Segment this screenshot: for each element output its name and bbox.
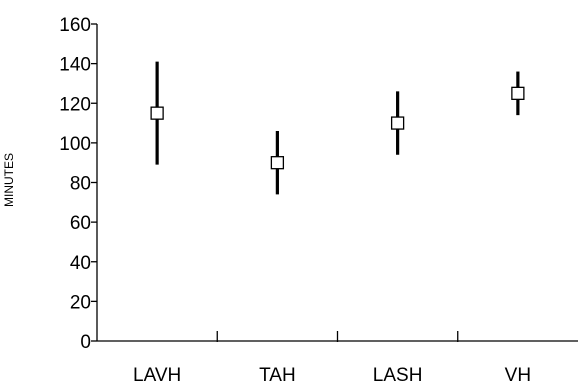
data-point (150, 106, 164, 120)
y-tick-label: 60 (70, 213, 91, 234)
y-tick-label: 160 (59, 15, 91, 36)
data-point (511, 86, 525, 100)
y-tick-label: 140 (59, 55, 91, 76)
y-tick-label: 0 (80, 332, 91, 353)
y-tick-label: 20 (70, 292, 91, 313)
x-tick-label: LAVH (133, 365, 181, 385)
y-axis-label: MINUTES (2, 153, 16, 207)
x-tick-label: TAH (259, 365, 296, 385)
data-point (270, 156, 285, 170)
data-marks (150, 61, 525, 195)
y-tick-label: 120 (59, 94, 91, 115)
x-tick-label: VH (505, 365, 531, 385)
y-tick-label: 100 (59, 134, 91, 155)
y-tick-label: 40 (70, 253, 91, 274)
axes: 0 20 40 60 80 100 120 140 160 LAVH TAH LASH VH (59, 15, 578, 385)
x-tick-label: LASH (373, 365, 423, 385)
data-point (390, 116, 405, 130)
y-tick-label: 80 (70, 174, 91, 195)
